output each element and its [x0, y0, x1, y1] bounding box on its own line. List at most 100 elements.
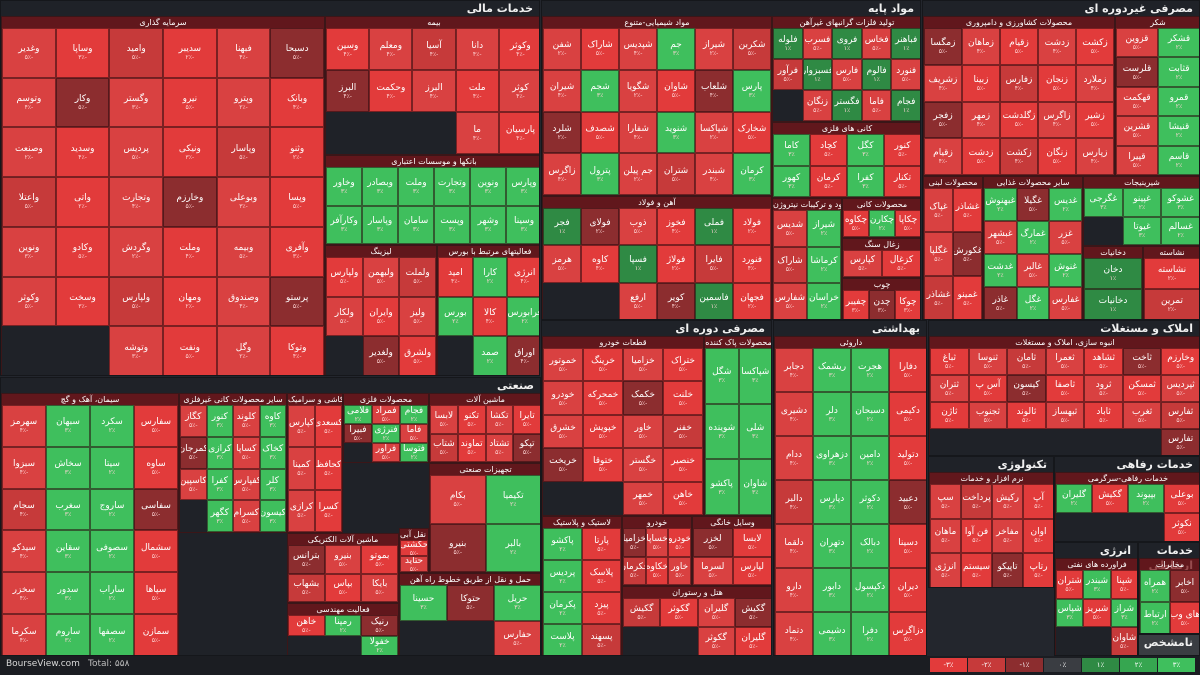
stock-tile[interactable]: وملت ۳٪: [398, 167, 435, 206]
stock-tile[interactable]: وپست ۳٪: [434, 205, 471, 244]
stock-tile[interactable]: گکیش -۵٪: [623, 598, 661, 627]
stock-tile[interactable]: شگویا -۲٪: [619, 69, 658, 112]
stock-tile[interactable]: شیراز ۲٪: [807, 210, 841, 247]
stock-tile[interactable]: وتجارت ۳٪: [434, 167, 471, 206]
stock-tile[interactable]: هرمز -۵٪: [543, 245, 582, 283]
stock-tile[interactable]: دزاگرس -۵٪: [889, 612, 926, 655]
stock-tile[interactable]: چفیبر -۳٪: [843, 290, 869, 319]
stock-tile[interactable]: پرستو -۵٪: [270, 276, 324, 327]
stock-tile[interactable]: وثنو -۲٪: [270, 127, 324, 178]
stock-tile[interactable]: لابسا -۵٪: [732, 528, 771, 557]
stock-tile[interactable]: ساروج ۲٪: [90, 488, 134, 531]
stock-tile[interactable]: وشهر ۳٪: [470, 205, 507, 244]
stock-tile[interactable]: خرینگ -۵٪: [583, 348, 623, 382]
stock-tile[interactable]: سخاش ۳٪: [46, 446, 90, 489]
stock-tile[interactable]: شپاس ۳٪: [1056, 598, 1084, 628]
stock-tile[interactable]: غنوش ۲٪: [1049, 254, 1082, 287]
stock-tile[interactable]: غپاک -۵٪: [924, 188, 953, 232]
stock-tile[interactable]: ثشاهد -۵٪: [1084, 348, 1123, 375]
stock-tile[interactable]: وکوثر -۴٪: [498, 28, 539, 70]
stock-tile[interactable]: فسبزوار ۱٪: [802, 59, 833, 90]
stock-tile[interactable]: وپسا -۵٪: [270, 177, 324, 227]
stock-tile[interactable]: وصنعت -۲٪: [2, 127, 56, 178]
stock-tile[interactable]: کنور -۵٪: [884, 134, 920, 166]
stock-tile[interactable]: گکیش -۵٪: [734, 598, 771, 627]
stock-tile[interactable]: ثفارس -۵٪: [1161, 402, 1199, 429]
stock-tile[interactable]: خمحرکه -۵٪: [583, 381, 623, 415]
stock-tile[interactable]: خراسان ۲٪: [807, 283, 841, 319]
stock-tile[interactable]: وپترو -۲٪: [216, 77, 271, 128]
stock-tile[interactable]: حتوکا -۵٪: [447, 585, 494, 621]
stock-tile[interactable]: بترانس -۵٪: [288, 545, 325, 574]
stock-tile[interactable]: دلقما -۴٪: [775, 524, 813, 568]
stock-tile[interactable]: سهرمز -۴٪: [2, 405, 46, 447]
stock-tile[interactable]: بکام -۵٪: [430, 475, 486, 524]
stock-tile[interactable]: بالبر ۲٪: [485, 523, 540, 572]
stock-tile[interactable]: دتولید -۵٪: [889, 436, 926, 480]
stock-tile[interactable]: گلیران -۵٪: [734, 627, 771, 655]
stock-tile[interactable]: جم پیلن -۲٪: [619, 153, 658, 195]
stock-tile[interactable]: کفرا ۳٪: [206, 468, 233, 501]
stock-tile[interactable]: فخاس -۵٪: [861, 28, 892, 59]
stock-tile[interactable]: فجام ۱٪: [891, 90, 920, 121]
stock-tile[interactable]: وسین -۴٪: [326, 28, 370, 70]
stock-tile[interactable]: واعتلا -۵٪: [2, 177, 56, 227]
stock-tile[interactable]: دانا -۴٪: [455, 28, 499, 70]
stock-tile[interactable]: گکوثر -۵٪: [697, 627, 735, 655]
stock-tile[interactable]: کحافظ -۵٪: [315, 447, 342, 490]
stock-tile[interactable]: بپاس -۵٪: [324, 573, 362, 602]
stock-tile[interactable]: چوکا -۳٪: [895, 290, 920, 319]
stock-tile[interactable]: کلوند -۵٪: [233, 405, 260, 437]
stock-tile[interactable]: شفارس -۵٪: [773, 283, 807, 319]
stock-tile[interactable]: غشوکو ۳٪: [1161, 188, 1199, 217]
stock-tile[interactable]: کفرا ۳٪: [847, 165, 884, 197]
stock-tile[interactable]: اخابر -۵٪: [1170, 570, 1199, 602]
stock-tile[interactable]: زکشت -۴٪: [1000, 138, 1038, 175]
stock-tile[interactable]: خاهن -۵٪: [288, 615, 325, 636]
stock-tile[interactable]: رتاپ -۵٪: [1023, 553, 1053, 587]
stock-tile[interactable]: وکادو -۵٪: [55, 226, 110, 277]
stock-tile[interactable]: شصدف -۵٪: [581, 111, 620, 154]
stock-tile[interactable]: سبزوا -۴٪: [2, 446, 46, 489]
stock-tile[interactable]: پیزد -۵٪: [582, 592, 621, 624]
stock-tile[interactable]: فرابورس ۲٪: [507, 296, 539, 337]
stock-tile[interactable]: هجرت ۲٪: [851, 348, 889, 392]
stock-tile[interactable]: غزر -۵٪: [1049, 221, 1082, 254]
stock-tile[interactable]: غشاذر -۵٪: [924, 276, 953, 319]
stock-tile[interactable]: ثغرب -۵٪: [1122, 402, 1162, 429]
stock-tile[interactable]: سیستم -۵٪: [961, 553, 992, 587]
stock-tile[interactable]: زمهر -۴٪: [962, 101, 1000, 139]
stock-tile[interactable]: تکیمیا ۲٪: [485, 475, 540, 524]
stock-tile[interactable]: دکوثر ۲٪: [851, 480, 889, 524]
stock-tile[interactable]: پکرمان ۲٪: [543, 592, 582, 624]
stock-tile[interactable]: اوراق -۴٪: [507, 336, 539, 375]
stock-tile[interactable]: نشاسته -۲٪: [1144, 258, 1199, 289]
stock-tile[interactable]: فنورد -۵٪: [891, 59, 920, 90]
stock-tile[interactable]: کسرا -۵٪: [315, 489, 342, 532]
stock-tile[interactable]: کمینا -۵٪: [288, 447, 315, 490]
stock-tile[interactable]: کلر ۳٪: [259, 468, 286, 501]
stock-tile[interactable]: خزامیا -۵٪: [623, 528, 646, 557]
stock-tile[interactable]: کرماشا ۲٪: [807, 246, 841, 284]
stock-tile[interactable]: فاما -۵٪: [400, 424, 428, 443]
stock-tile[interactable]: دزهراوی ۳٪: [813, 436, 851, 480]
stock-tile[interactable]: کرمان -۵٪: [810, 165, 847, 197]
stock-tile[interactable]: تفارس -۵٪: [1161, 429, 1199, 455]
stock-tile[interactable]: وخاور ۳٪: [326, 167, 363, 206]
stock-tile[interactable]: ونوین ۳٪: [470, 167, 507, 206]
stock-tile[interactable]: ولیز -۵٪: [399, 296, 436, 337]
stock-tile[interactable]: ونوین -۳٪: [2, 226, 56, 277]
stock-tile[interactable]: قزوین -۵٪: [1116, 28, 1158, 58]
stock-tile[interactable]: دفارا -۵٪: [889, 348, 926, 392]
stock-tile[interactable]: رکیش -۵٪: [992, 484, 1023, 519]
stock-tile[interactable]: وکار -۵٪: [55, 77, 110, 128]
stock-tile[interactable]: مفاخر -۵٪: [992, 518, 1023, 554]
stock-tile[interactable]: کگاز -۵٪: [180, 405, 207, 437]
stock-tile[interactable]: فتوسا ۲٪: [400, 443, 428, 462]
stock-tile[interactable]: ولپارس -۵٪: [109, 276, 164, 327]
stock-tile[interactable]: دیران -۵٪: [889, 568, 926, 612]
stock-tile[interactable]: خکمک -۵٪: [623, 381, 663, 415]
stock-tile[interactable]: سجام -۴٪: [2, 488, 46, 531]
stock-tile[interactable]: ثجنوب -۵٪: [968, 402, 1008, 429]
stock-tile[interactable]: تکنار -۵٪: [884, 165, 920, 197]
